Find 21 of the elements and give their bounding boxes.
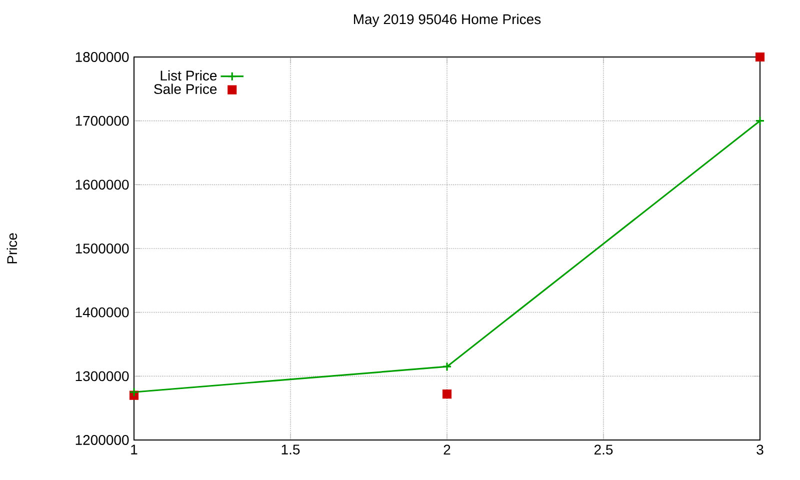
y-tick-label: 1200000 [76, 435, 129, 445]
y-tick-label: 1500000 [76, 244, 129, 254]
legend-label: Sale Price [154, 84, 217, 94]
chart-title: May 2019 95046 Home Prices [354, 14, 541, 27]
y-tick-label: 1300000 [76, 371, 129, 382]
legend-label: List Price [160, 70, 217, 81]
point [755, 116, 765, 126]
x-tick-label: 1.5 [282, 444, 300, 454]
point [442, 390, 452, 399]
y-tick-label: 1800000 [76, 52, 129, 62]
point [442, 362, 452, 372]
point [755, 52, 765, 62]
x-tick-label: 1 [131, 444, 138, 454]
x-tick-label: 2.5 [594, 444, 613, 455]
point [129, 387, 139, 397]
x-tick-label: 2 [444, 444, 450, 454]
y-tick-label: 1700000 [76, 116, 129, 126]
y-tick-label: 1600000 [76, 180, 129, 190]
y-tick-label: 1400000 [76, 307, 129, 318]
y-axis-title: Price [6, 233, 18, 264]
x-tick-label: 3 [756, 444, 764, 455]
